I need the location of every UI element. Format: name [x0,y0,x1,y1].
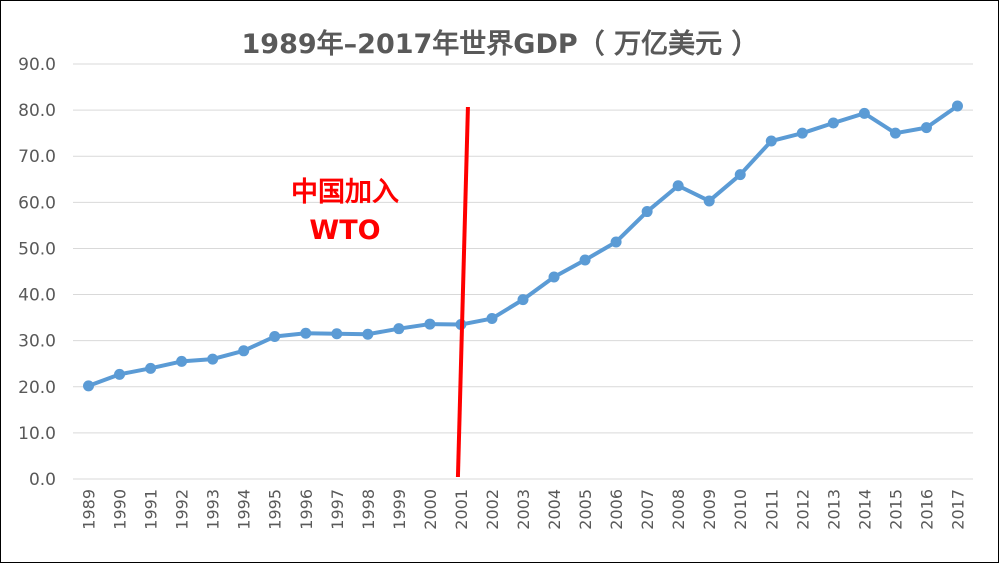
x-tick-label: 1999 [390,489,409,530]
x-tick-label: 2007 [638,489,657,530]
x-tick-label: 2016 [917,489,936,530]
x-tick-label: 1991 [142,489,161,530]
wto-marker-line [455,106,470,478]
data-point [517,294,529,306]
data-point [827,117,839,129]
data-point [207,353,219,365]
data-point [238,345,250,357]
data-point [145,362,157,374]
annotation-line-2: WTO [309,215,380,246]
data-point [765,135,777,147]
y-tick-label: 30.0 [18,332,56,352]
y-tick-label: 40.0 [18,286,56,306]
data-point [796,127,808,139]
data-point [858,107,870,119]
y-tick-label: 50.0 [18,239,56,259]
y-tick-label: 20.0 [18,378,56,398]
y-tick-label: 90.0 [18,55,56,75]
data-point [424,318,436,330]
x-tick-label: 2009 [700,489,719,530]
x-tick-label: 1996 [297,489,316,530]
data-point [114,368,126,380]
x-tick-label: 1992 [173,489,192,530]
x-tick-label: 2015 [886,489,905,530]
x-tick-label: 2006 [607,489,626,530]
data-point [331,328,343,340]
x-tick-label: 2002 [483,489,502,530]
data-point [548,271,560,283]
data-point [300,327,312,339]
x-tick-label: 2008 [669,489,688,530]
data-point [734,169,746,181]
x-tick-label: 1995 [266,489,285,530]
x-tick-label: 2000 [421,489,440,530]
data-point [610,236,622,248]
x-tick-label: 1990 [111,489,130,530]
x-tick-label: 2017 [948,489,967,530]
chart-title: 1989年–2017年世界GDP（ 万亿美元 ） [242,28,759,60]
data-point [176,355,188,367]
y-tick-label: 10.0 [18,424,56,444]
data-point [362,328,374,340]
data-point [486,313,498,325]
data-point [83,380,95,392]
series-line [87,104,959,388]
data-point [889,127,901,139]
x-tick-label: 1998 [359,489,378,530]
x-tick-label: 1997 [328,489,347,530]
x-tick-label: 2011 [762,489,781,530]
data-point [269,331,281,343]
x-tick-label: 2001 [452,489,471,530]
data-point [393,323,405,335]
x-tick-label: 1993 [204,489,223,530]
data-point [579,254,591,266]
annotation-line-1: 中国加入 [291,177,399,208]
y-tick-label: 0.0 [29,470,56,490]
x-tick-label: 2005 [576,489,595,530]
x-tick-label: 2004 [545,489,564,530]
y-tick-label: 80.0 [18,101,56,121]
y-tick-label: 70.0 [18,147,56,167]
x-tick-label: 2013 [824,489,843,530]
x-tick-label: 2014 [855,489,874,530]
data-point [951,100,963,112]
x-tick-label: 1994 [235,489,254,530]
x-tick-label: 2010 [731,489,750,530]
y-tick-label: 60.0 [18,193,56,213]
x-tick-label: 2012 [793,489,812,530]
data-point [641,206,653,218]
data-point [703,195,715,207]
x-tick-label: 2003 [514,489,533,530]
data-point [672,180,684,192]
x-tick-label: 1989 [80,489,99,530]
data-point [920,122,932,134]
